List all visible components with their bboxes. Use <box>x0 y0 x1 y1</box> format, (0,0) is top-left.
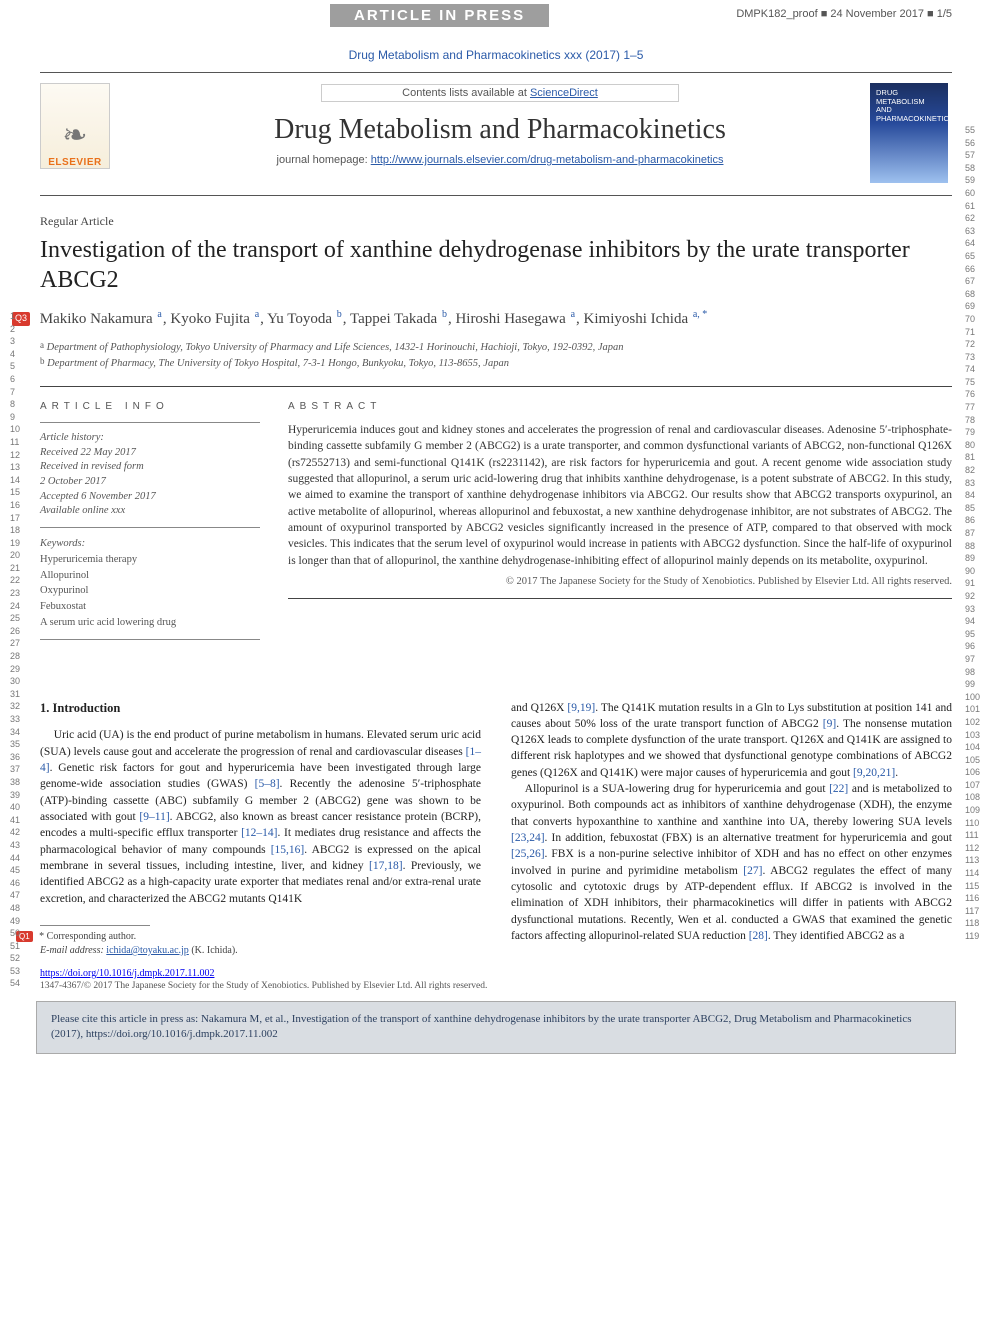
doi-link[interactable]: https://doi.org/10.1016/j.dmpk.2017.11.0… <box>40 968 214 979</box>
keyword: Allopurinol <box>40 568 260 584</box>
contents-prefix: Contents lists available at <box>402 87 530 99</box>
affiliations: a Department of Pathophysiology, Tokyo U… <box>40 339 952 372</box>
affil-a: Department of Pathophysiology, Tokyo Uni… <box>47 342 624 353</box>
intro-para-2: and Q126X [9,19]. The Q141K mutation res… <box>511 700 952 782</box>
authors-line: Q3 Makiko Nakamura a, Kyoko Fujita a, Yu… <box>40 307 952 331</box>
proof-id: DMPK182_proof ■ 24 November 2017 ■ 1/5 <box>736 8 952 20</box>
abstract-copyright: © 2017 The Japanese Society for the Stud… <box>288 575 952 599</box>
body-columns: 1. Introduction Uric acid (UA) is the en… <box>40 700 952 958</box>
intro-para-3: Allopurinol is a SUA-lowering drug for h… <box>511 781 952 944</box>
history-line: 2 October 2017 <box>40 475 260 490</box>
abstract-body: Hyperuricemia induces gout and kidney st… <box>288 422 952 599</box>
paper-title: Investigation of the transport of xanthi… <box>40 235 952 295</box>
affiliation: b Department of Pharmacy, The University… <box>40 355 952 372</box>
article-info-label: ARTICLE INFO <box>40 401 260 412</box>
sciencedirect-link[interactable]: ScienceDirect <box>530 87 598 99</box>
corr-label: * Corresponding author. <box>39 931 136 942</box>
keyword: Oxypurinol <box>40 583 260 599</box>
abstract-text: Hyperuricemia induces gout and kidney st… <box>288 422 952 569</box>
article-history: Article history: Received 22 May 2017 Re… <box>40 422 260 528</box>
divider <box>40 195 952 196</box>
cite-this-box: Please cite this article in press as: Na… <box>36 1001 956 1054</box>
journal-name: Drug Metabolism and Pharmacokinetics <box>144 114 856 146</box>
history-line: Received in revised form <box>40 460 260 475</box>
keyword: A serum uric acid lowering drug <box>40 615 260 631</box>
journal-homepage-line: journal homepage: http://www.journals.el… <box>144 154 856 166</box>
page-root: ARTICLE IN PRESS DMPK182_proof ■ 24 Nove… <box>0 0 992 1054</box>
footnotes: Q1 * Corresponding author. E-mail addres… <box>40 930 481 958</box>
top-banner: ARTICLE IN PRESS DMPK182_proof ■ 24 Nove… <box>0 0 992 34</box>
cover-thumbnail: DRUG METABOLISM AND PHARMACOKINETICS <box>870 83 948 183</box>
affil-b: Department of Pharmacy, The University o… <box>47 358 509 369</box>
line-numbers-right: 5556575859606162636465666768697071727374… <box>965 124 980 943</box>
journal-header-center: Contents lists available at ScienceDirec… <box>144 83 856 183</box>
keyword: Febuxostat <box>40 599 260 615</box>
info-abstract-row: ARTICLE INFO Article history: Received 2… <box>40 386 952 640</box>
article-content: 1234567891011121314151617181920212223242… <box>40 214 952 958</box>
authors-text: Makiko Nakamura a, Kyoko Fujita a, Yu To… <box>40 311 709 327</box>
cover-line: PHARMACOKINETICS <box>876 115 942 124</box>
article-type: Regular Article <box>40 214 952 229</box>
affiliation: a Department of Pathophysiology, Tokyo U… <box>40 339 952 356</box>
email-label: E-mail address: <box>40 945 104 956</box>
keyword: Hyperuricemia therapy <box>40 552 260 568</box>
history-line: Available online xxx <box>40 504 260 519</box>
elsevier-tree-icon: ❧ <box>62 118 87 153</box>
abstract-label: ABSTRACT <box>288 401 952 412</box>
keywords-label: Keywords: <box>40 536 260 552</box>
issn-copyright: 1347-4367/© 2017 The Japanese Society fo… <box>40 981 952 991</box>
intro-para-1: Uric acid (UA) is the end product of pur… <box>40 727 481 907</box>
email-who: (K. Ichida). <box>191 945 237 956</box>
journal-header: ❧ ELSEVIER Contents lists available at S… <box>40 72 952 195</box>
elsevier-text: ELSEVIER <box>48 157 101 168</box>
doi-line: https://doi.org/10.1016/j.dmpk.2017.11.0… <box>40 968 952 979</box>
line-numbers-left: 1234567891011121314151617181920212223242… <box>10 310 20 990</box>
corresponding-author: Q1 * Corresponding author. <box>40 930 481 944</box>
homepage-label: journal homepage: <box>277 154 371 166</box>
email-link[interactable]: ichida@toyaku.ac.jp <box>106 945 189 956</box>
sciencedirect-line: Contents lists available at ScienceDirec… <box>321 84 679 102</box>
intro-heading: 1. Introduction <box>40 700 481 718</box>
running-citation: Drug Metabolism and Pharmacokinetics xxx… <box>0 34 992 72</box>
homepage-link[interactable]: http://www.journals.elsevier.com/drug-me… <box>371 154 724 166</box>
history-label: Article history: <box>40 431 260 446</box>
email-line: E-mail address: ichida@toyaku.ac.jp (K. … <box>40 944 481 958</box>
keywords-block: Keywords: Hyperuricemia therapy Allopuri… <box>40 528 260 640</box>
history-line: Accepted 6 November 2017 <box>40 490 260 505</box>
elsevier-logo: ❧ ELSEVIER <box>40 83 110 169</box>
cover-thumbnail-box: DRUG METABOLISM AND PHARMACOKINETICS <box>870 83 952 183</box>
abstract-col: ABSTRACT Hyperuricemia induces gout and … <box>288 401 952 640</box>
publisher-logo-box: ❧ ELSEVIER <box>40 83 130 183</box>
article-in-press-badge: ARTICLE IN PRESS <box>330 4 549 27</box>
history-line: Received 22 May 2017 <box>40 446 260 461</box>
article-info-col: ARTICLE INFO Article history: Received 2… <box>40 401 260 640</box>
footnote-sep <box>40 925 150 926</box>
